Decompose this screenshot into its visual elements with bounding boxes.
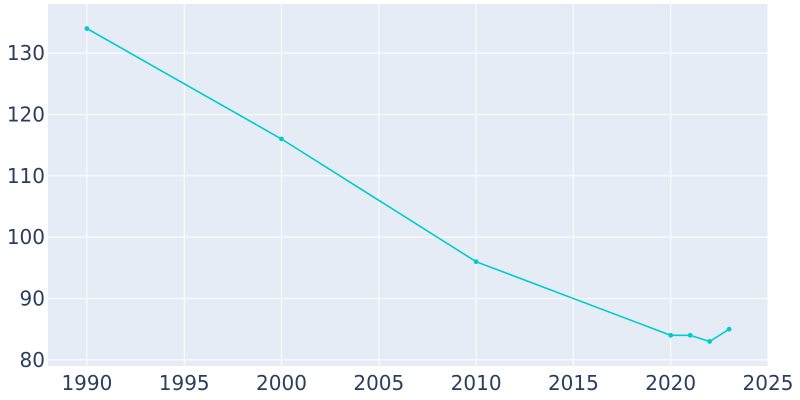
axis-ticks: 1990 1995 2000 2005 2010 2015 2020 2025 80 90 100 1… — [7, 41, 794, 395]
series-layer — [84, 26, 732, 344]
data-point — [707, 339, 713, 344]
y-tick-label: 120 — [7, 102, 45, 126]
y-tick-label: 130 — [7, 41, 45, 65]
data-point — [726, 326, 732, 332]
data-point — [687, 332, 693, 338]
y-tick-label: 110 — [7, 164, 45, 188]
x-tick-label: 2025 — [743, 371, 794, 395]
x-tick-label: 2015 — [548, 371, 599, 395]
x-tick-label: 2005 — [353, 371, 404, 395]
y-tick-label: 100 — [7, 225, 45, 249]
plot-area — [48, 4, 768, 366]
x-tick-label: 1995 — [159, 371, 210, 395]
grid-lines — [48, 4, 769, 366]
data-point — [473, 259, 479, 265]
data-point — [84, 26, 90, 31]
x-tick-label: 2000 — [256, 371, 307, 395]
y-tick-label: 90 — [20, 287, 45, 311]
x-tick-label: 1990 — [61, 371, 112, 395]
y-tick-label: 80 — [20, 348, 45, 372]
x-tick-label: 2010 — [451, 371, 502, 395]
x-tick-label: 2020 — [645, 371, 696, 395]
data-point — [279, 136, 284, 142]
data-point — [668, 332, 674, 338]
